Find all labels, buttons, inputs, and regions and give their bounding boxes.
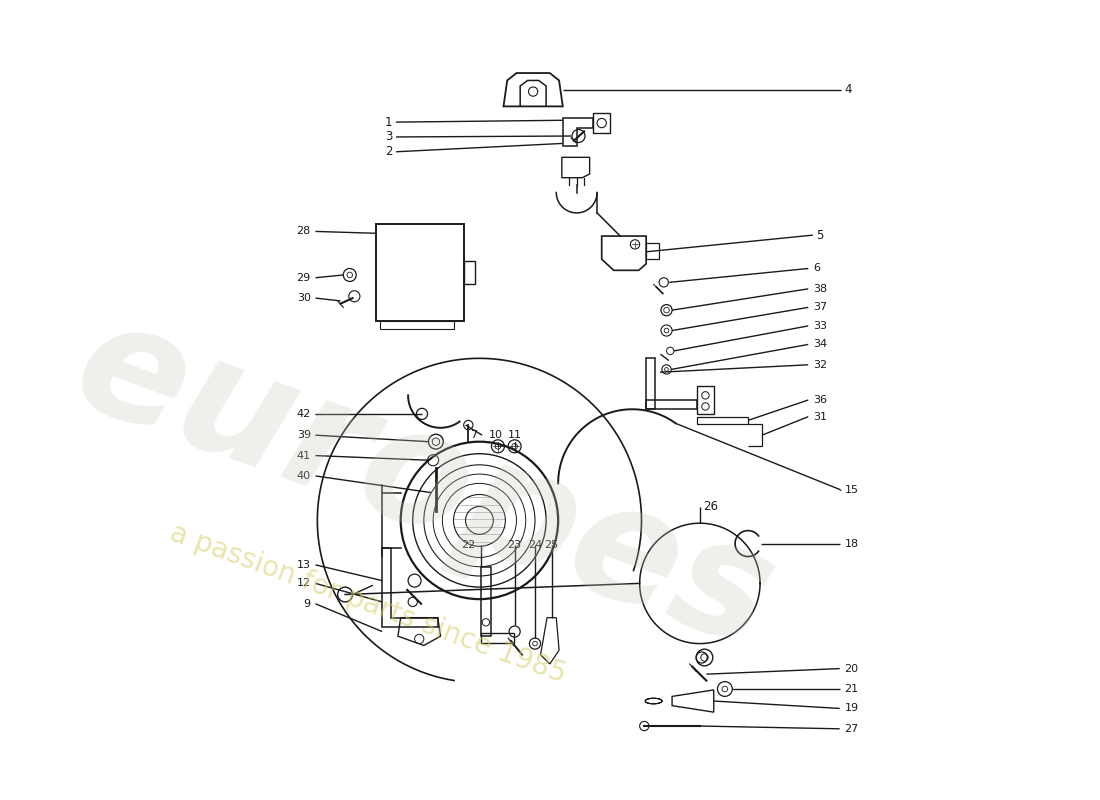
- Text: 29: 29: [297, 273, 311, 282]
- Bar: [697, 417, 748, 424]
- Text: 15: 15: [845, 485, 858, 495]
- Text: 9: 9: [304, 598, 311, 609]
- Text: 18: 18: [845, 538, 858, 549]
- Bar: [646, 242, 659, 259]
- Text: 11: 11: [507, 430, 521, 440]
- Text: 27: 27: [845, 724, 859, 734]
- Text: 37: 37: [813, 302, 827, 312]
- Bar: [482, 634, 514, 642]
- Text: 26: 26: [704, 500, 718, 513]
- Text: 6: 6: [813, 263, 820, 274]
- Text: 23: 23: [507, 541, 521, 550]
- Text: 30: 30: [297, 293, 311, 303]
- Text: 25: 25: [544, 541, 559, 550]
- Text: 19: 19: [845, 703, 858, 714]
- Text: 10: 10: [490, 430, 503, 440]
- Bar: [593, 113, 611, 134]
- Text: 33: 33: [813, 321, 827, 331]
- Text: 22: 22: [462, 541, 475, 550]
- Text: a passion for parts since 1985: a passion for parts since 1985: [166, 519, 570, 689]
- Text: 38: 38: [813, 284, 827, 294]
- Text: 39: 39: [297, 430, 311, 440]
- Text: 12: 12: [297, 578, 311, 588]
- Bar: [646, 400, 697, 410]
- Text: 24: 24: [528, 541, 542, 550]
- Text: 32: 32: [813, 360, 827, 370]
- Text: 31: 31: [813, 412, 827, 422]
- Text: 36: 36: [813, 395, 827, 405]
- Bar: [381, 322, 454, 329]
- Text: 4: 4: [845, 83, 851, 96]
- Text: 13: 13: [297, 560, 311, 570]
- Text: 21: 21: [845, 684, 858, 694]
- Bar: [697, 386, 714, 414]
- Text: 20: 20: [845, 664, 858, 674]
- Text: 41: 41: [297, 450, 311, 461]
- Text: 3: 3: [385, 130, 393, 143]
- Text: 42: 42: [297, 409, 311, 419]
- Text: 40: 40: [297, 471, 311, 481]
- Text: europes: europes: [55, 286, 793, 681]
- Bar: [646, 358, 656, 410]
- Text: 34: 34: [813, 339, 827, 350]
- Text: 7: 7: [471, 430, 477, 440]
- Bar: [376, 224, 464, 322]
- Text: 2: 2: [385, 146, 393, 158]
- Text: 28: 28: [297, 226, 311, 237]
- Text: 1: 1: [385, 116, 393, 129]
- Text: 5: 5: [816, 229, 824, 242]
- Bar: [464, 261, 475, 284]
- Bar: [482, 566, 491, 636]
